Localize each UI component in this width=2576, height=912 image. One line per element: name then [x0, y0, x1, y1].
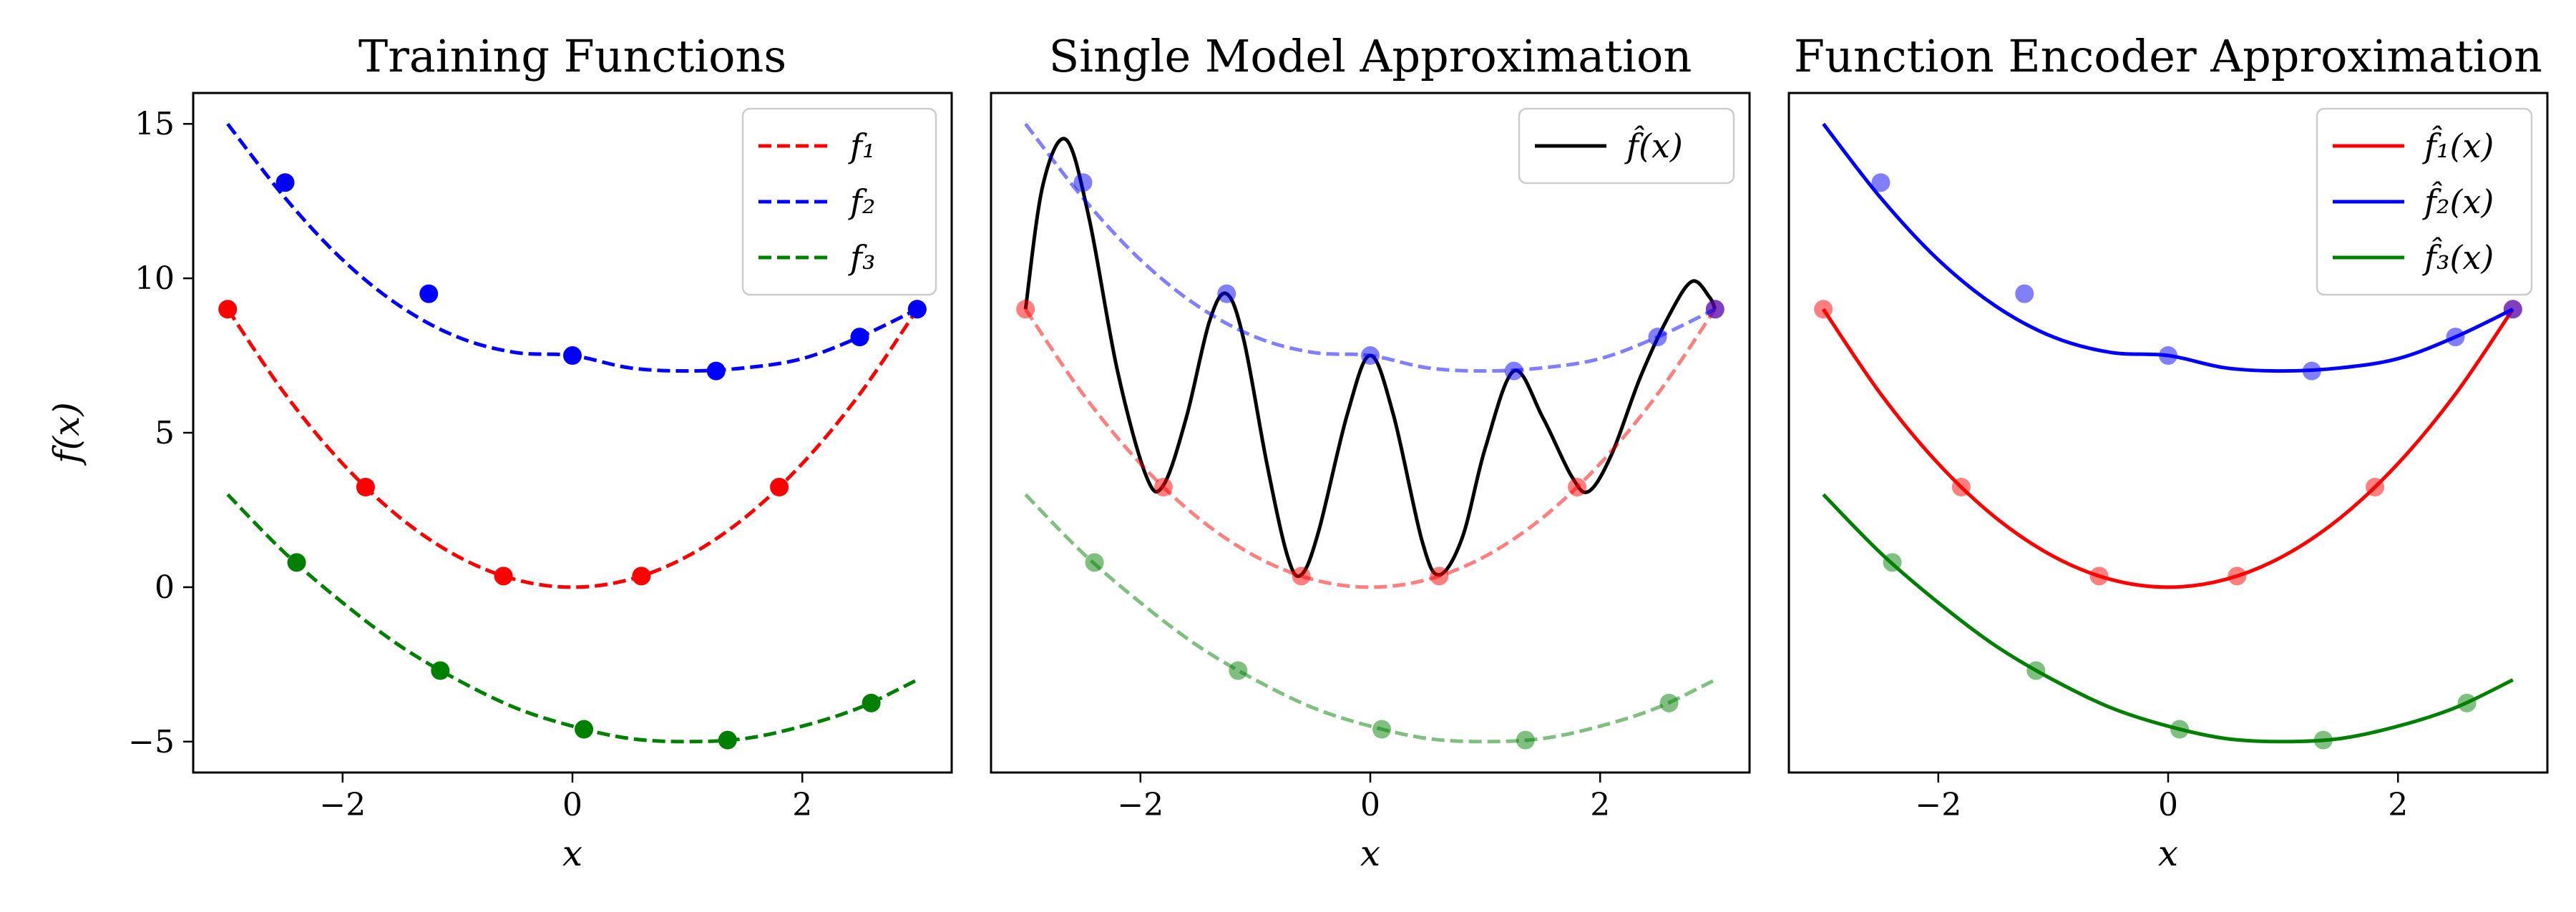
x-tick-label: −2: [1117, 787, 1163, 823]
data-point-3-3: [2170, 720, 2190, 739]
data-point-2-5: [850, 328, 869, 347]
data-point-2-1: [1871, 173, 1890, 192]
data-point-4-5: [1659, 693, 1679, 712]
plot-area: [1814, 122, 2522, 750]
chart-title: Single Model Approximation: [1049, 30, 1692, 82]
axes-frame: [990, 92, 1751, 774]
legend: f̂₁(x) f̂₂(x) f̂₃(x): [2316, 107, 2533, 296]
series-line-3: [1822, 493, 2514, 744]
data-point-3-2: [431, 661, 450, 680]
series-line-3: [226, 493, 918, 744]
y-axis-label: f(x): [46, 402, 87, 466]
data-point-2-3: [1292, 567, 1311, 586]
y-tick-label: −5: [128, 724, 175, 760]
data-point-1-2: [356, 478, 375, 496]
data-point-1-4: [632, 567, 651, 586]
legend-box: [1518, 107, 1735, 185]
data-point-2-5: [2446, 328, 2465, 347]
x-axis-label: x: [562, 833, 582, 874]
legend-label: f̂₃(x): [2422, 237, 2494, 277]
data-point-3-1: [287, 553, 306, 572]
data-point-2-6: [907, 300, 927, 319]
data-point-1-5: [770, 478, 789, 496]
x-tick-label: 2: [792, 787, 812, 823]
x-tick-label: 0: [1360, 787, 1380, 823]
data-point-4-3: [1372, 720, 1392, 739]
data-point-2-4: [706, 361, 726, 381]
x-tick-label: −2: [319, 787, 366, 823]
x-tick-label: −2: [1915, 787, 1961, 823]
series-line-2: [1822, 122, 2514, 373]
x-axis-label: x: [1360, 833, 1380, 874]
series-line-4: [1024, 493, 1716, 744]
data-point-1-2: [1951, 478, 1971, 496]
panel-1: Training Functions−2 0 2−5051015xf(x)f₁f₂f…: [46, 30, 953, 874]
y-tick-label: 5: [155, 415, 175, 451]
data-point-2-5: [1568, 478, 1587, 496]
data-point-2-3: [563, 346, 582, 366]
data-point-3-1: [1883, 553, 1902, 572]
y-tick-label: 0: [155, 569, 175, 606]
y-tick-label: 15: [135, 106, 175, 142]
data-point-4-1: [1085, 553, 1104, 572]
x-tick-label: 2: [1590, 787, 1610, 823]
data-point-3-6: [1705, 300, 1724, 319]
data-point-3-1: [1073, 173, 1093, 192]
data-point-3-3: [575, 720, 594, 739]
data-point-4-4: [1516, 730, 1535, 750]
data-point-3-4: [2313, 730, 2333, 750]
chart-title: Training Functions: [358, 30, 786, 82]
data-point-2-2: [1153, 478, 1173, 496]
legend-label: f̂₁(x): [2422, 125, 2494, 165]
data-point-1-5: [2366, 478, 2385, 496]
data-point-3-5: [1648, 328, 1667, 347]
data-point-3-4: [718, 730, 737, 750]
data-point-3-3: [1361, 346, 1380, 366]
legend-label: f₃: [848, 238, 875, 277]
y-tick-label: 10: [135, 260, 175, 297]
plot-area: [1016, 122, 1724, 750]
series-line-1: [1822, 308, 2514, 589]
data-point-3-2: [1217, 284, 1236, 303]
series-line-1: [1023, 137, 1717, 579]
data-point-2-4: [2302, 361, 2321, 381]
data-point-1-3: [2089, 567, 2109, 586]
data-point-1-4: [2228, 567, 2247, 586]
data-point-2-1: [275, 173, 295, 192]
legend-label: f₁: [848, 127, 875, 165]
data-point-2-2: [2015, 284, 2034, 303]
data-point-3-5: [862, 693, 881, 712]
data-point-3-2: [2026, 661, 2046, 680]
data-point-1-1: [1814, 300, 1833, 319]
legend-box: [741, 107, 937, 296]
panel-2: Single Model Approximation −2 0 2 x f̂(x): [990, 30, 1751, 874]
legend-box: [2316, 107, 2533, 296]
legend: f₁ f₂ f₃: [741, 107, 937, 296]
chart-title: Function Encoder Approximation: [1794, 30, 2542, 82]
data-point-4-2: [1229, 661, 1248, 680]
x-tick-label: 0: [562, 787, 582, 823]
data-point-2-6: [2503, 300, 2522, 319]
data-point-2-1: [1016, 300, 1035, 319]
data-point-2-3: [2159, 346, 2177, 366]
data-point-2-2: [419, 284, 439, 303]
legend: f̂(x): [1518, 107, 1735, 185]
data-point-3-4: [1504, 361, 1523, 381]
x-axis-label: x: [2158, 833, 2178, 874]
data-point-2-4: [1430, 567, 1449, 586]
x-tick-label: 2: [2388, 787, 2408, 823]
panel-3: Function Encoder Approximation −2 0 2 x f̂₁(x…: [1787, 30, 2549, 874]
data-point-1-1: [218, 300, 238, 319]
data-point-3-5: [2457, 693, 2477, 712]
data-point-1-3: [494, 567, 513, 586]
x-tick-label: 0: [2158, 787, 2178, 823]
legend-label: f̂(x): [1624, 125, 1683, 165]
legend-label: f₂: [848, 182, 875, 221]
legend-label: f̂₂(x): [2422, 181, 2494, 221]
plot-area: [218, 122, 927, 750]
